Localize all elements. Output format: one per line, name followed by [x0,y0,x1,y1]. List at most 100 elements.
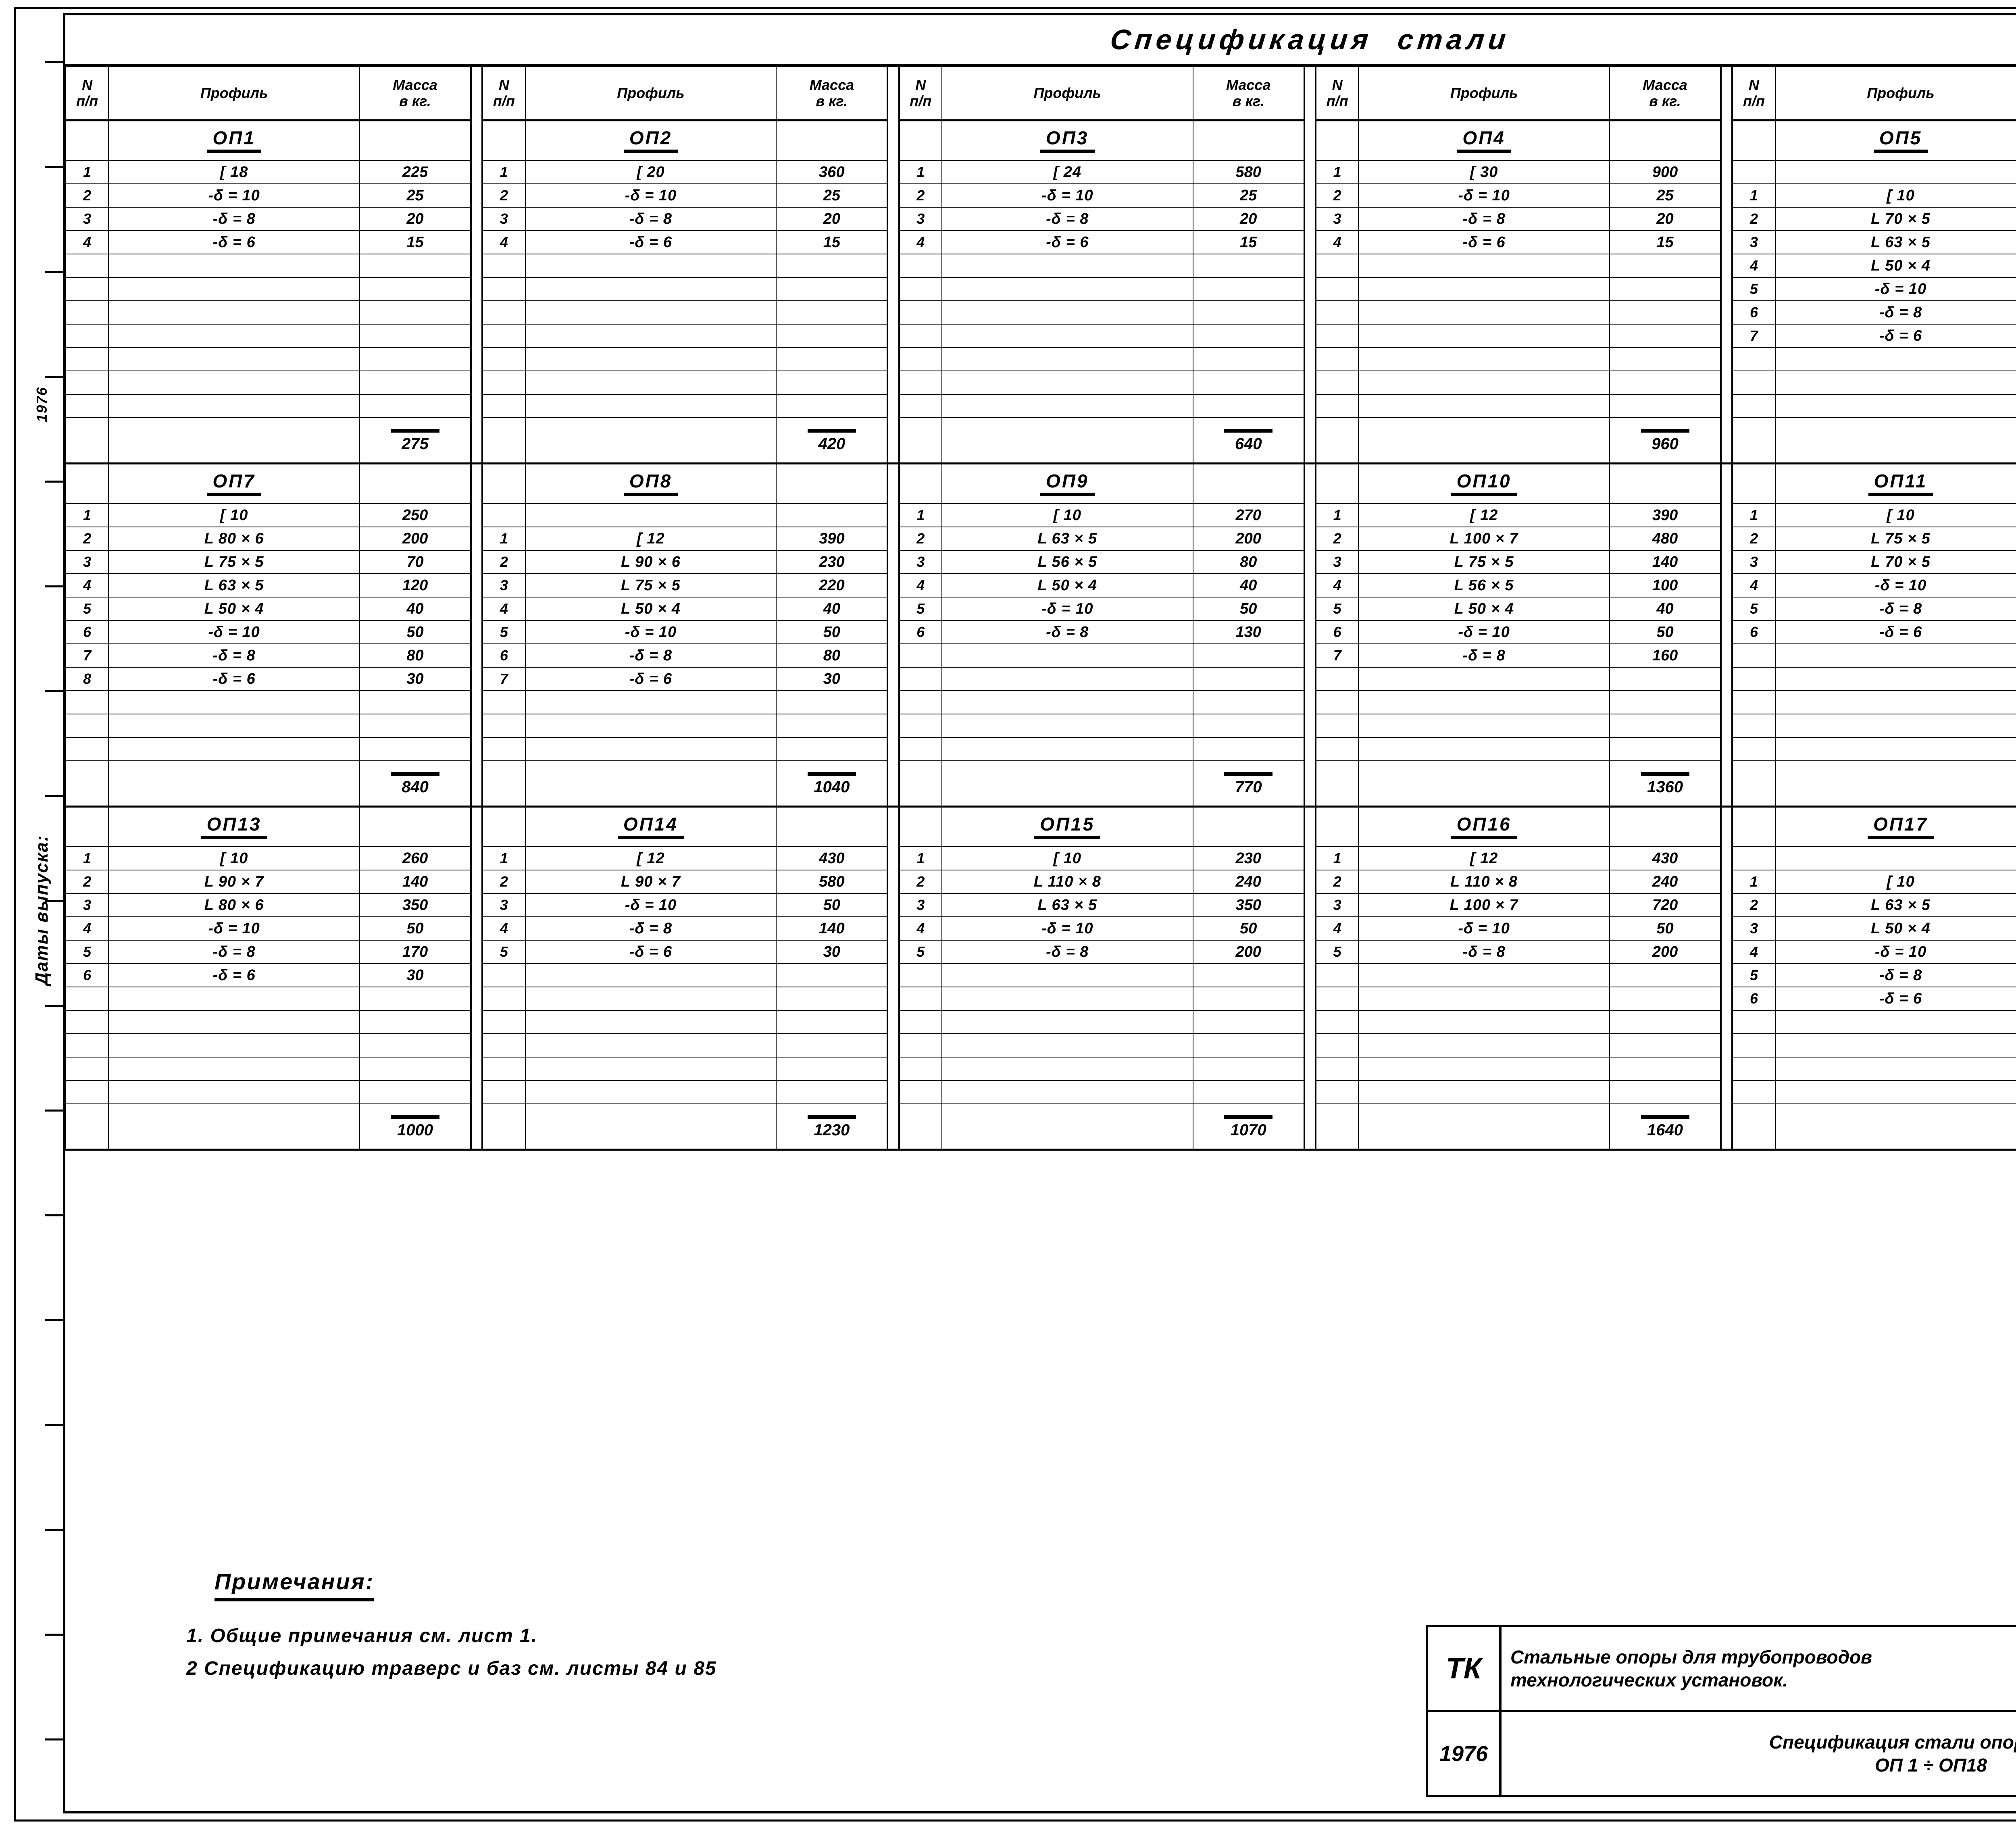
cell-index [1315,1033,1359,1058]
column-separator [887,737,900,761]
sheet-title-row: Спецификация стали [65,15,2016,67]
column-separator [887,348,900,371]
group-total-mass: 420 [776,418,888,464]
cell-profile: -δ = 8 [941,207,1193,231]
table-row: 7-δ = 630 [65,324,2016,348]
cell-index [65,254,109,278]
cell-profile: L 50 × 4 [1774,254,2016,278]
cell-index [898,254,942,278]
column-separator [1303,301,1317,324]
column-separator [1720,348,1733,371]
group-name-ОП15: ОП15 [941,806,1193,847]
cell-profile: -δ = 6 [941,230,1193,254]
cell-mass [359,987,472,1011]
column-separator [1303,394,1317,418]
column-separator [1720,301,1733,324]
column-separator [1303,207,1317,231]
cell-profile [525,394,777,418]
cell-mass: 40 [1609,597,1722,621]
cell-index: 3 [898,550,942,574]
cell-mass: 50 [359,620,472,644]
cell-mass: 80 [359,643,472,668]
cell-index [898,987,942,1011]
cell-mass [1192,643,1305,668]
group-heading-mass-spacer [1609,120,1722,160]
cell-index [898,690,942,714]
cell-index: 2 [1315,870,1359,894]
column-separator [1720,394,1733,418]
group-total-mass: 1040 [776,761,888,808]
cell-profile [941,1057,1193,1081]
cell-index [1315,254,1359,278]
cell-mass: 25 [1192,183,1305,208]
cell-profile [941,690,1193,714]
stamp-text-column: Стальные опоры для трубопроводов техноло… [1502,1627,2016,1795]
column-separator [1303,277,1317,301]
group-name-label: ОП11 [1868,472,1933,496]
cell-index: 5 [1732,277,1776,301]
cell-mass [359,714,472,738]
column-separator [470,371,483,394]
cell-profile [525,347,777,371]
table-row [65,347,2016,371]
cell-index: 7 [65,643,109,668]
cell-profile: -δ = 10 [941,183,1193,208]
group-total-value: 1070 [1224,1115,1273,1138]
column-separator [470,574,483,597]
cell-mass [776,737,888,761]
cell-profile [108,254,360,278]
cell-mass: 200 [1192,527,1305,551]
cell-index [65,1057,109,1081]
column-separator [470,1010,483,1034]
cell-index: 5 [1732,963,1776,987]
cell-index: 5 [482,940,526,964]
cell-profile: -δ = 10 [108,620,360,644]
total-profile-spacer [941,417,1193,464]
cell-profile: [ 12 [1358,503,1610,527]
cell-index: 3 [482,207,526,231]
group-total-mass: 640 [1192,418,1305,464]
stamp-drawing-name: Спецификация стали опор марок: ОП 1 ÷ ОП… [1502,1712,2016,1795]
group-name-ОП9: ОП9 [941,463,1193,504]
group-heading-index-spacer [898,463,942,504]
total-index-spacer [482,417,526,464]
cell-mass: 20 [1192,207,1305,231]
column-separator [887,301,900,324]
cell-mass: 15 [1192,230,1305,254]
group-name-ОП5: ОП5 [1774,120,2016,160]
column-separator [470,644,483,667]
group-heading-mass-spacer [359,120,472,160]
cell-mass: 170 [359,940,472,964]
column-separator [1720,463,1733,504]
cell-index [898,347,942,371]
cell-index: 4 [1315,573,1359,597]
cell-mass: 50 [1192,916,1305,941]
column-separator [1303,667,1317,691]
cell-profile: -δ = 10 [108,183,360,208]
column-separator [887,987,900,1010]
cell-profile [108,324,360,348]
cell-profile [941,371,1193,395]
cell-mass [776,987,888,1011]
column-separator [470,463,483,504]
group-total-value: 960 [1641,429,1689,452]
column-separator [887,371,900,394]
cell-index [1732,714,1776,738]
cell-index [1732,846,1776,870]
group-name-label: ОП17 [1867,815,1934,839]
cell-index [482,714,526,738]
cell-index [1315,1010,1359,1034]
cell-index: 3 [898,207,942,231]
cell-index [482,1010,526,1034]
cell-profile: -δ = 10 [1774,573,2016,597]
column-separator [887,324,900,348]
cell-index: 2 [65,870,109,894]
group-name-label: ОП13 [201,815,267,839]
cell-mass [1192,371,1305,395]
cell-index: 7 [482,667,526,691]
